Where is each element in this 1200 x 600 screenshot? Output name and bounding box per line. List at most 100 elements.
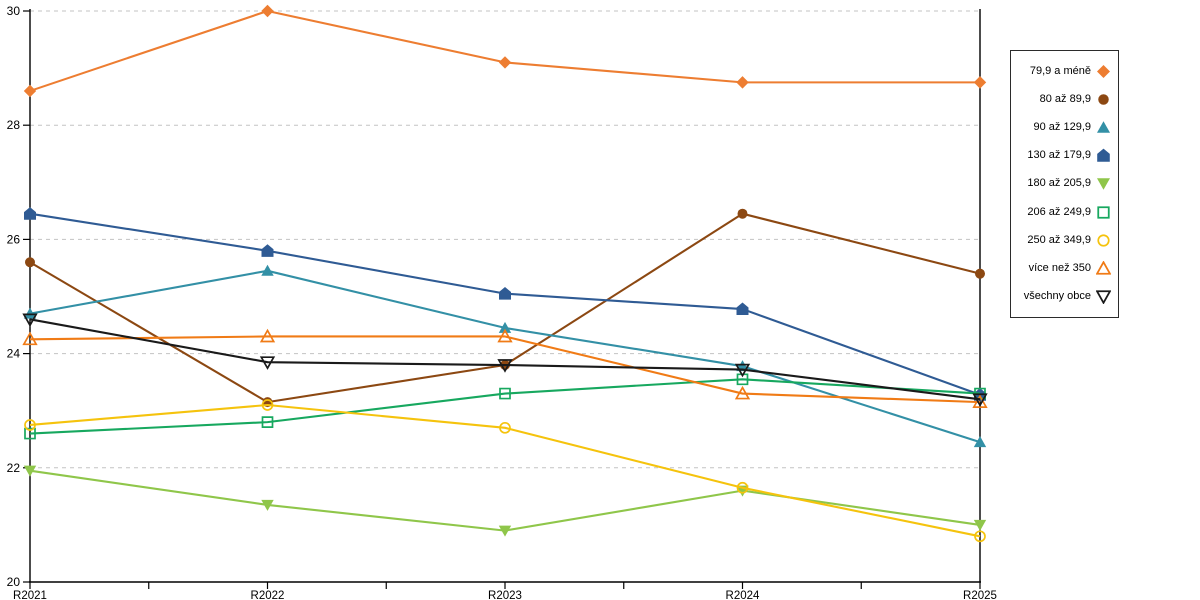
y-tick-label-28: 28: [7, 118, 21, 132]
triangle-up-marker-icon: [498, 321, 512, 333]
diamond-marker-icon: [261, 4, 274, 18]
legend-item-label: 130 až 179,9: [1027, 149, 1091, 162]
legend-item-label: 90 až 129,9: [1033, 121, 1092, 134]
circle-marker-icon: [24, 419, 36, 431]
legend-item: 180 až 205,9: [1015, 176, 1111, 191]
series-line-6: [29, 403, 981, 538]
legend-item-label: více než 350: [1028, 262, 1091, 275]
series-line-5: [29, 378, 981, 435]
y-tick-label-22: 22: [7, 461, 21, 475]
triangle-down-marker-icon: [498, 525, 512, 537]
triangle-down-marker-icon: [973, 519, 987, 531]
triangle-down-marker-icon: [259, 356, 276, 370]
triangle-down-marker-icon: [22, 313, 38, 328]
triangle-down-marker-icon: [972, 393, 988, 408]
legend-item: 80 až 89,9: [1015, 92, 1111, 107]
circle-marker-icon: [1097, 234, 1110, 247]
pentagon-marker-icon: [261, 244, 274, 257]
series-4: [23, 465, 987, 537]
legend-item-label: 250 až 349,9: [1027, 233, 1091, 246]
triangle-up-legend-marker-icon: [1096, 261, 1111, 275]
series-line-7: [29, 335, 981, 404]
diamond-marker-icon: [498, 56, 512, 69]
x-tick-label-R2021: R2021: [13, 590, 47, 600]
series-line-8: [29, 318, 981, 401]
series-line-0: [29, 9, 980, 92]
pentagon-marker-icon: [499, 287, 511, 300]
circle-legend-marker-icon: [1098, 94, 1109, 105]
triangle-up-marker-icon: [261, 264, 274, 276]
series-0: [23, 4, 987, 98]
series-1: [25, 208, 985, 408]
triangle-up-marker-icon: [1096, 121, 1111, 133]
series-line-4: [29, 469, 981, 532]
triangle-up-marker-icon: [973, 436, 987, 448]
square-marker-icon: [1097, 206, 1110, 219]
diamond-marker-icon: [23, 84, 37, 98]
y-tick-label-24: 24: [7, 347, 21, 361]
square-marker-icon: [261, 416, 274, 428]
triangle-up-marker-icon: [23, 307, 37, 319]
pentagon-marker-icon: [736, 302, 749, 316]
legend-item: více než 350: [1015, 261, 1111, 276]
legend-item-label: všechny obce: [1023, 290, 1091, 303]
triangle-down-legend-marker-icon: [1096, 290, 1111, 305]
triangle-down-marker-icon: [497, 359, 513, 373]
series-7: [22, 328, 988, 408]
diamond-marker-icon: [736, 76, 749, 89]
circle-legend-marker-icon: [1097, 234, 1110, 247]
legend-item: 90 až 129,9: [1015, 120, 1111, 135]
legend-item-label: 180 až 205,9: [1027, 177, 1091, 190]
pentagon-marker-icon: [24, 207, 36, 220]
legend-item-label: 206 až 249,9: [1027, 205, 1091, 218]
series-8: [22, 313, 988, 408]
circle-marker-icon: [975, 268, 985, 279]
legend-item: 79,9 a méně: [1015, 64, 1111, 79]
x-tick-label-R2022: R2022: [251, 590, 285, 600]
diamond-marker-icon: [1096, 64, 1111, 78]
legend-item: všechny obce: [1015, 289, 1111, 305]
circle-marker-icon: [1098, 94, 1109, 105]
legend-item-label: 80 až 89,9: [1039, 92, 1091, 105]
circle-marker-icon: [25, 257, 35, 268]
triangle-up-marker-icon: [972, 394, 988, 408]
series-6: [24, 399, 986, 543]
pentagon-legend-marker-icon: [1097, 148, 1110, 163]
triangle-down-marker-icon: [1096, 178, 1111, 191]
triangle-down-legend-marker-icon: [1096, 178, 1111, 191]
x-tick-label-R2023: R2023: [488, 590, 522, 600]
circle-marker-icon: [737, 208, 748, 219]
circle-marker-icon: [261, 399, 274, 411]
series-line-1: [29, 212, 981, 404]
square-marker-icon: [499, 387, 511, 400]
x-tick-label-R2024: R2024: [726, 590, 760, 600]
circle-marker-icon: [736, 481, 749, 494]
triangle-down-marker-icon: [734, 363, 751, 378]
triangle-up-marker-icon: [22, 331, 38, 346]
legend-item: 130 až 179,9: [1015, 148, 1111, 163]
square-legend-marker-icon: [1097, 206, 1110, 219]
circle-marker-icon: [974, 530, 986, 543]
pentagon-marker-icon: [1097, 148, 1110, 163]
triangle-up-marker-icon: [259, 328, 276, 343]
y-tick-label-20: 20: [7, 575, 21, 589]
triangle-up-legend-marker-icon: [1096, 121, 1111, 133]
diamond-marker-icon: [973, 76, 987, 89]
triangle-up-marker-icon: [734, 385, 751, 400]
circle-marker-icon: [499, 421, 511, 434]
triangle-up-marker-icon: [1096, 261, 1111, 275]
triangle-down-marker-icon: [261, 499, 274, 511]
triangle-down-marker-icon: [23, 465, 37, 477]
legend-item-label: 79,9 a méně: [1029, 64, 1091, 77]
series-3: [24, 207, 986, 401]
y-tick-label-26: 26: [7, 232, 21, 246]
triangle-down-marker-icon: [1096, 290, 1111, 305]
triangle-up-marker-icon: [497, 328, 513, 343]
y-tick-label-30: 30: [7, 4, 21, 18]
legend-item: 250 až 349,9: [1015, 233, 1111, 248]
chart-legend: 79,9 a méně 80 až 89,9 90 až 129,9 130 až 1…: [1010, 50, 1119, 318]
legend-item: 206 až 249,9: [1015, 205, 1111, 220]
square-marker-icon: [24, 427, 36, 440]
